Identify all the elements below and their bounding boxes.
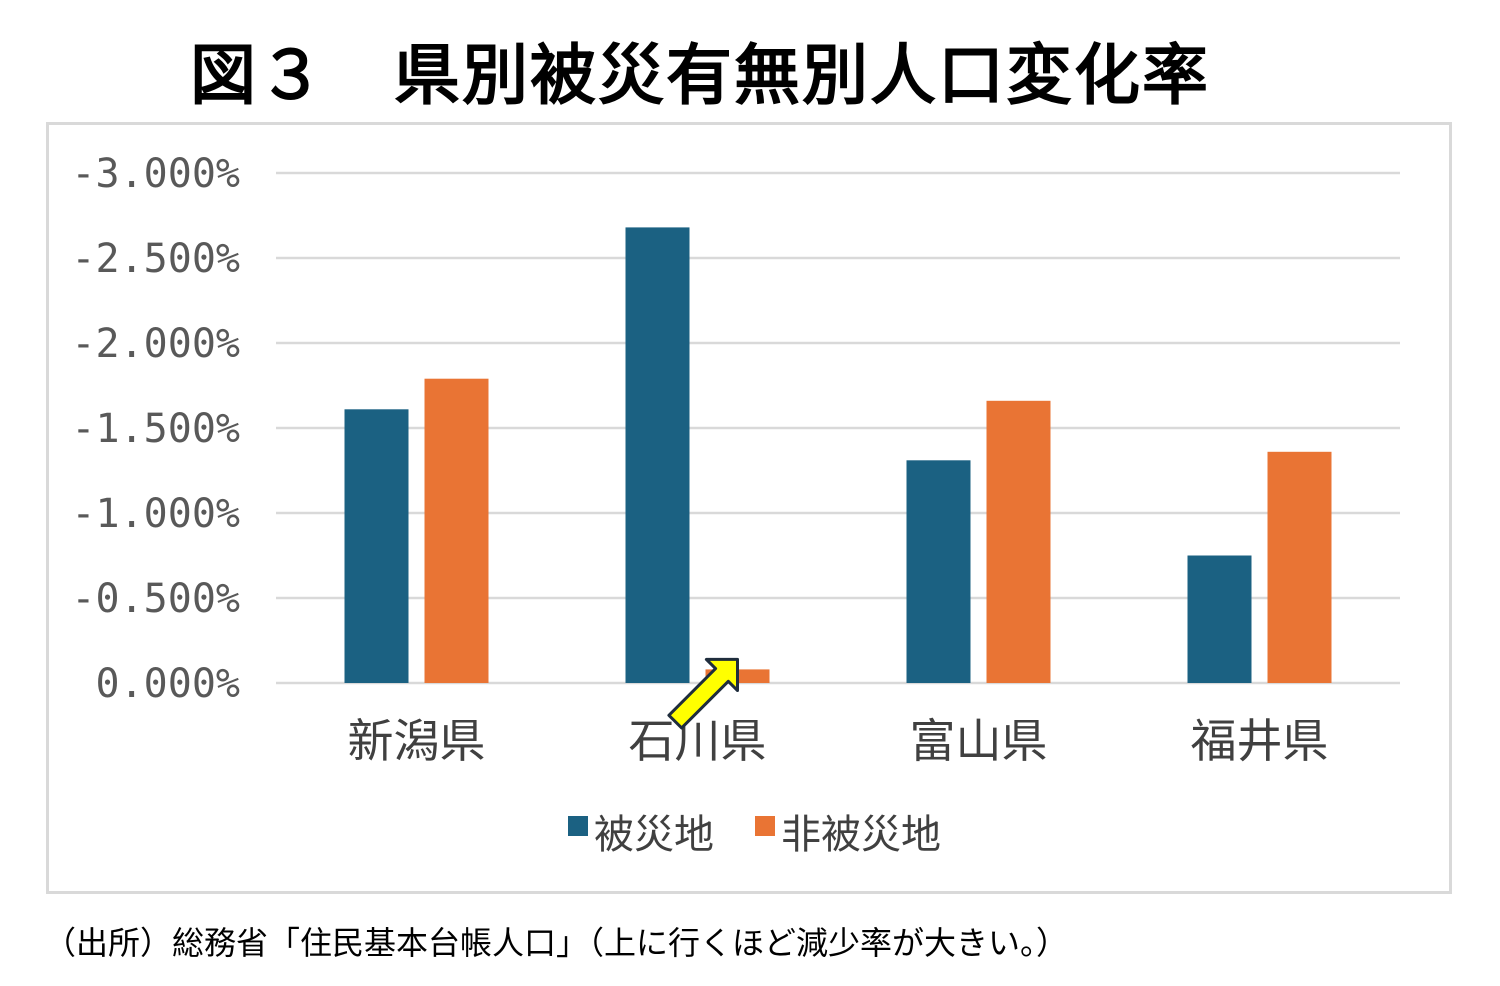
y-tick-label: -0.500% xyxy=(71,576,240,622)
x-tick-label: 福井県 xyxy=(1191,714,1329,768)
legend-label: 非被災地 xyxy=(781,812,941,858)
bar-non-disaster-3 xyxy=(1267,451,1332,683)
y-tick-label: -3.000% xyxy=(71,151,240,197)
bar-non-disaster-2 xyxy=(986,400,1051,683)
x-tick-label: 新潟県 xyxy=(348,714,486,768)
legend-swatch xyxy=(568,816,588,836)
y-axis-ticks: -3.000% -2.500% -2.000% -1.500% -1.000% -0.50… xyxy=(71,151,240,707)
x-tick-label: 富山県 xyxy=(910,714,1048,768)
y-tick-label: -1.000% xyxy=(71,491,240,537)
bar-disaster-3 xyxy=(1187,555,1252,683)
annotation xyxy=(667,657,739,730)
bar-disaster-1 xyxy=(625,227,690,683)
x-tick-label: 石川県 xyxy=(629,714,767,768)
legend-swatch xyxy=(755,816,775,836)
bar-disaster-2 xyxy=(906,460,971,683)
bars xyxy=(344,227,1332,683)
y-tick-label: -2.500% xyxy=(71,236,240,282)
chart-title: 図３ 県別被災有無別人口変化率 xyxy=(190,37,1210,114)
bar-non-disaster-0 xyxy=(424,378,489,683)
chart-frame xyxy=(46,122,1452,894)
legend-label: 被災地 xyxy=(594,812,714,858)
source-note: （出所）総務省「住民基本台帳人口」（上に行くほど減少率が大きい。） xyxy=(44,924,1069,962)
y-tick-label: 0.000% xyxy=(96,661,241,707)
x-axis-ticks: 新潟県 石川県 富山県 福井県 xyxy=(348,714,1329,768)
y-tick-label: -2.000% xyxy=(71,321,240,367)
y-tick-label: -1.500% xyxy=(71,406,240,452)
yellow-arrow-icon xyxy=(667,657,739,730)
legend: 被災地 非被災地 xyxy=(568,812,941,858)
bar-disaster-0 xyxy=(344,409,409,683)
